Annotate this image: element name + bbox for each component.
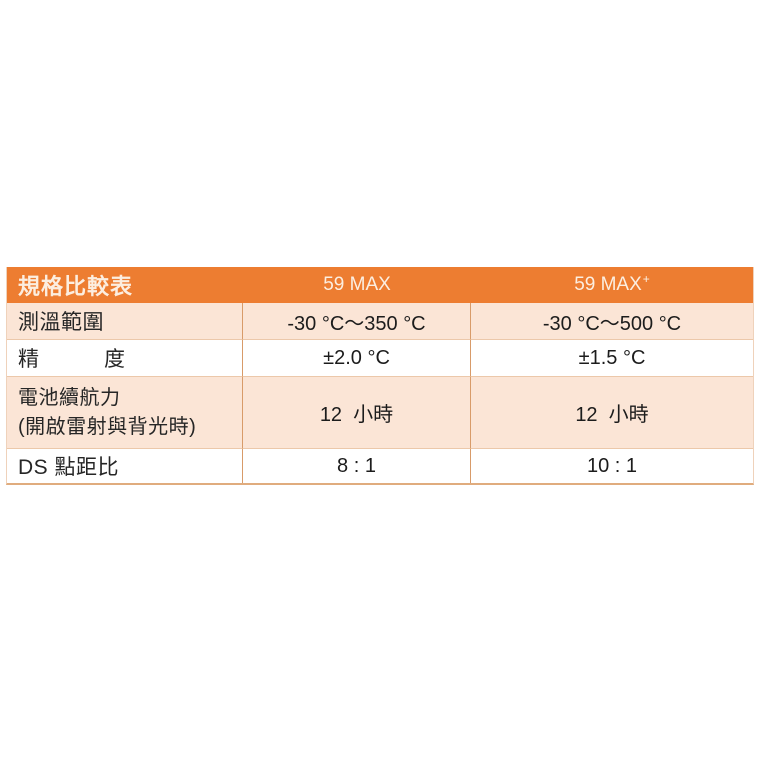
battery-life-59max: 12 小時 <box>243 376 471 448</box>
accuracy-59max: ±2.0 °C <box>243 339 471 376</box>
battery-life-59max-plus: 12 小時 <box>471 376 753 448</box>
column-header-59max-plus-base: 59 MAX <box>574 274 642 295</box>
row-label-ds-ratio: DS 點距比 <box>7 448 243 483</box>
spec-comparison-table: 規格比較表 59 MAX 59 MAX + 測溫範圍 -30 °C～350 °C … <box>6 267 754 485</box>
temp-range-59max: -30 °C～350 °C <box>243 303 471 339</box>
column-header-59max: 59 MAX <box>243 267 471 303</box>
row-label-accuracy: 精 度 <box>7 339 243 376</box>
ds-ratio-59max-plus: 10 : 1 <box>471 448 753 483</box>
row-label-temp-range: 測溫範圍 <box>7 303 243 339</box>
superscript-plus: + <box>642 272 650 286</box>
ds-ratio-59max: 8 : 1 <box>243 448 471 483</box>
battery-life-label-line2: (開啟雷射與背光時) <box>18 415 197 438</box>
temp-range-59max-plus: -30 °C～500 °C <box>471 303 753 339</box>
accuracy-59max-plus: ±1.5 °C <box>471 339 753 376</box>
column-header-59max-plus: 59 MAX + <box>471 267 753 303</box>
row-label-battery-life: 電池續航力 (開啟雷射與背光時) <box>7 376 243 448</box>
battery-life-label-line1: 電池續航力 <box>18 386 121 409</box>
table-title: 規格比較表 <box>7 267 243 303</box>
